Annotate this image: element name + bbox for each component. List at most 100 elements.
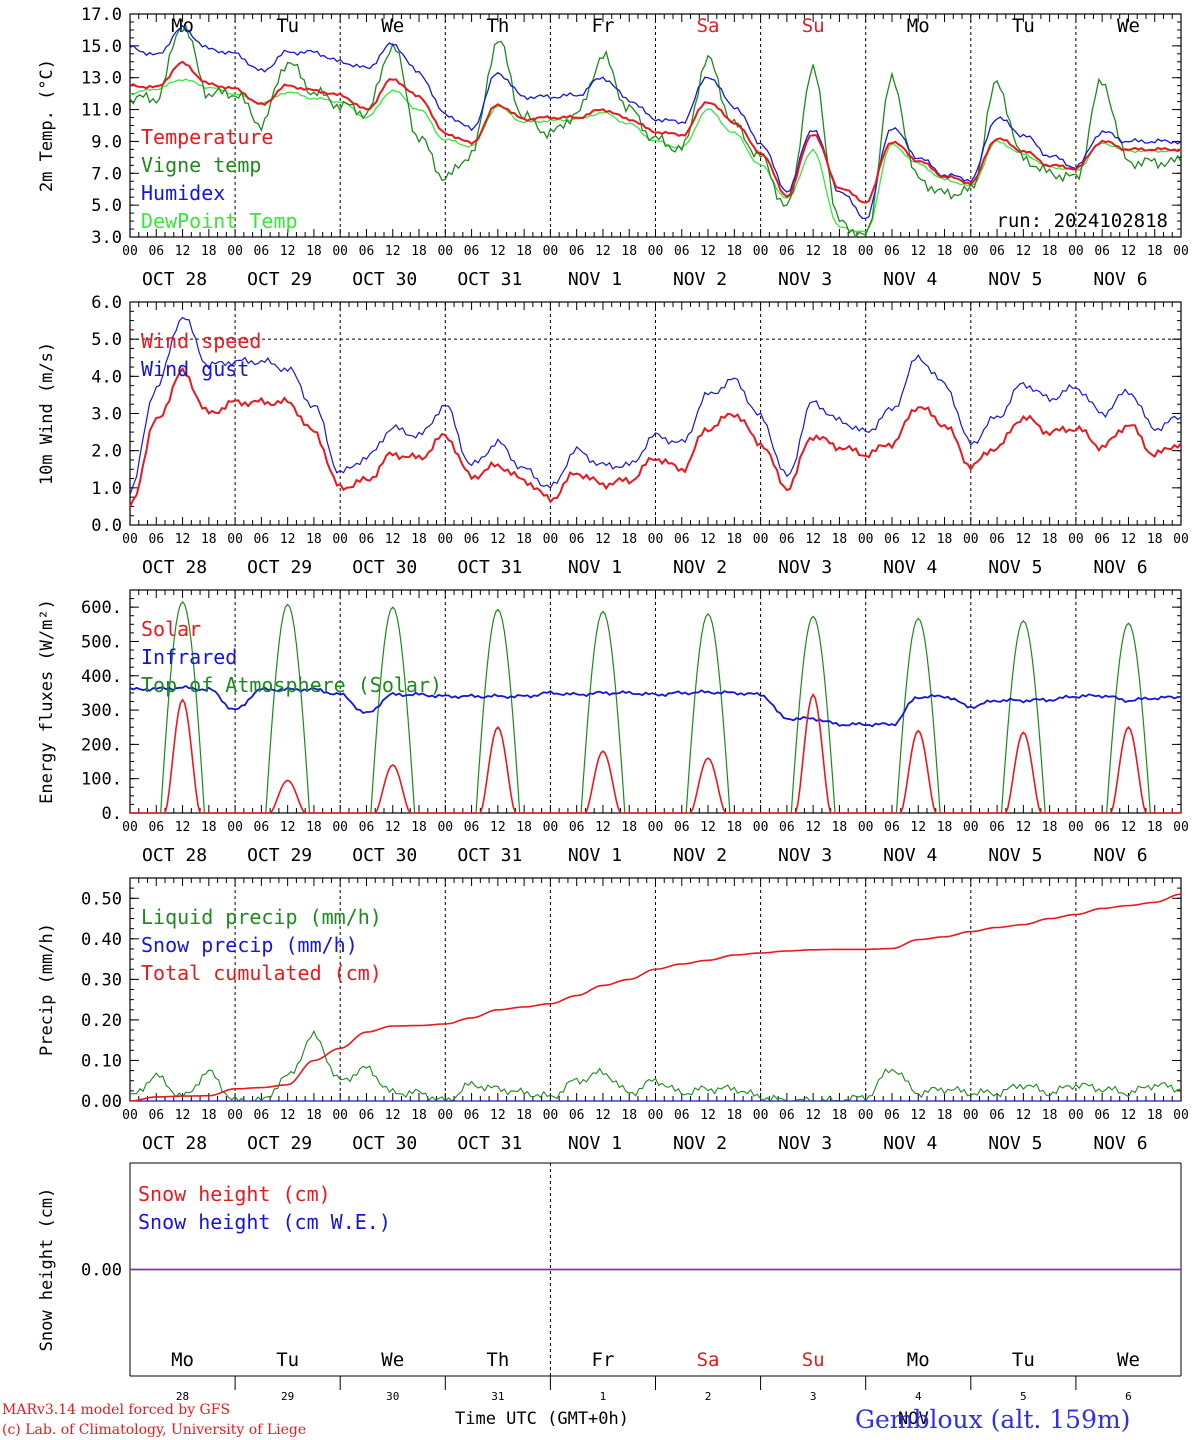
- hour-tick-label: 06: [148, 532, 164, 547]
- y-tick-label: 200.: [81, 735, 122, 755]
- date-label: NOV 2: [673, 1133, 727, 1154]
- hour-tick-label: 12: [700, 820, 716, 835]
- hour-tick-label: 00: [227, 244, 243, 259]
- day-number: 30: [386, 1390, 399, 1403]
- hour-tick-label: 00: [963, 532, 979, 547]
- hour-tick-label: 12: [175, 820, 191, 835]
- hour-tick-label: 00: [543, 244, 559, 259]
- hour-tick-label: 12: [1016, 532, 1032, 547]
- hour-tick-label: 12: [385, 820, 401, 835]
- y-tick-label: 0.10: [81, 1051, 122, 1071]
- hour-tick-label: 12: [805, 820, 821, 835]
- hour-tick-label: 12: [1016, 1108, 1032, 1123]
- y-tick-label: 9.0: [91, 132, 122, 152]
- date-label: OCT 28: [142, 269, 207, 290]
- hour-tick-label: 18: [201, 532, 217, 547]
- hour-tick-label: 00: [437, 820, 453, 835]
- date-label: NOV 3: [778, 557, 832, 578]
- y-tick-label: 0.50: [81, 889, 122, 909]
- hour-tick-label: 18: [832, 244, 848, 259]
- y-tick-label: 0.0: [91, 516, 122, 536]
- y-tick-label: 600.: [81, 598, 122, 618]
- energy-legend-3: Top of Atmosphere (Solar): [141, 673, 442, 697]
- series-line-1: [129, 366, 1182, 507]
- credit-line-1: MARv3.14 model forced by GFS: [2, 1402, 230, 1418]
- date-label: NOV 1: [568, 845, 622, 866]
- hour-tick-label: 18: [201, 244, 217, 259]
- day-number: 3: [810, 1390, 817, 1403]
- y-tick-label: 400.: [81, 667, 122, 687]
- hour-tick-label: 18: [937, 820, 953, 835]
- hour-tick-label: 18: [306, 532, 322, 547]
- hour-tick-label: 00: [227, 1108, 243, 1123]
- date-label: NOV 2: [673, 557, 727, 578]
- hour-tick-label: 06: [254, 244, 270, 259]
- hour-tick-label: 12: [1121, 820, 1137, 835]
- y-tick-label: 5.0: [91, 196, 122, 216]
- hour-tick-label: 00: [1068, 820, 1084, 835]
- day-name: Th: [486, 1349, 509, 1371]
- hour-tick-label: 06: [989, 820, 1005, 835]
- date-label: NOV 1: [568, 557, 622, 578]
- day-number: 4: [915, 1390, 922, 1403]
- hour-tick-label: 18: [937, 1108, 953, 1123]
- hour-tick-label: 06: [148, 820, 164, 835]
- date-label: NOV 5: [988, 845, 1042, 866]
- y-tick-label: 13.0: [81, 69, 122, 89]
- hour-tick-label: 00: [753, 532, 769, 547]
- hour-tick-label: 06: [1094, 820, 1110, 835]
- hour-tick-label: 18: [411, 820, 427, 835]
- hour-tick-label: 06: [569, 244, 585, 259]
- hour-tick-label: 06: [569, 1108, 585, 1123]
- hour-tick-label: 06: [569, 532, 585, 547]
- day-name: We: [381, 15, 404, 37]
- date-label: NOV 6: [1093, 845, 1147, 866]
- y-axis-label: Energy fluxes (W/m²): [37, 599, 57, 804]
- hour-tick-label: 00: [332, 532, 348, 547]
- hour-tick-label: 12: [385, 532, 401, 547]
- credit-line-2: (c) Lab. of Climatology, University of L…: [2, 1422, 306, 1438]
- day-name: Sa: [697, 15, 720, 37]
- hour-tick-label: 00: [963, 820, 979, 835]
- y-tick-label: 100.: [81, 770, 122, 790]
- day-name: We: [1117, 1349, 1140, 1371]
- day-name: Sa: [697, 1349, 720, 1371]
- hour-tick-label: 00: [543, 532, 559, 547]
- hour-tick-label: 12: [280, 244, 296, 259]
- plot-frame: [129, 13, 1182, 238]
- date-label: OCT 29: [247, 1133, 312, 1154]
- date-label: NOV 6: [1093, 1133, 1147, 1154]
- hour-tick-label: 12: [805, 244, 821, 259]
- y-tick-label: 500.: [81, 632, 122, 652]
- hour-tick-label: 12: [490, 1108, 506, 1123]
- y-tick-label: 1.0: [91, 479, 122, 499]
- hour-tick-label: 18: [726, 820, 742, 835]
- hour-tick-label: 18: [201, 820, 217, 835]
- hour-tick-label: 06: [359, 1108, 375, 1123]
- series-line-3: [129, 893, 1182, 1102]
- hour-tick-label: 00: [648, 820, 664, 835]
- hour-tick-label: 00: [437, 244, 453, 259]
- hour-tick-label: 06: [884, 820, 900, 835]
- day-name: Tu: [1012, 15, 1035, 37]
- hour-tick-label: 00: [122, 1108, 138, 1123]
- hour-tick-label: 06: [464, 532, 480, 547]
- panels: 00 06 12 18 00 06 12 18 00 06 12 18 00 06 12 18 00 06 12 18…: [37, 5, 1189, 1403]
- y-tick-label: 4.0: [91, 367, 122, 387]
- hour-tick-label: 18: [621, 244, 637, 259]
- hour-tick-label: 12: [175, 244, 191, 259]
- hour-tick-label: 18: [1042, 1108, 1058, 1123]
- date-label: NOV 3: [778, 1133, 832, 1154]
- hour-tick-label: 12: [910, 820, 926, 835]
- x-axis-label: Time UTC (GMT+0h): [455, 1409, 629, 1429]
- hour-tick-label: 12: [490, 820, 506, 835]
- hour-tick-label: 18: [832, 532, 848, 547]
- hour-tick-label: 06: [674, 532, 690, 547]
- series-line-4: [129, 78, 1182, 233]
- hour-tick-label: 12: [595, 244, 611, 259]
- temperature-legend-4: DewPoint Temp: [141, 209, 298, 233]
- hour-tick-label: 12: [490, 244, 506, 259]
- hour-tick-label: 06: [779, 820, 795, 835]
- hour-tick-label: 06: [1094, 244, 1110, 259]
